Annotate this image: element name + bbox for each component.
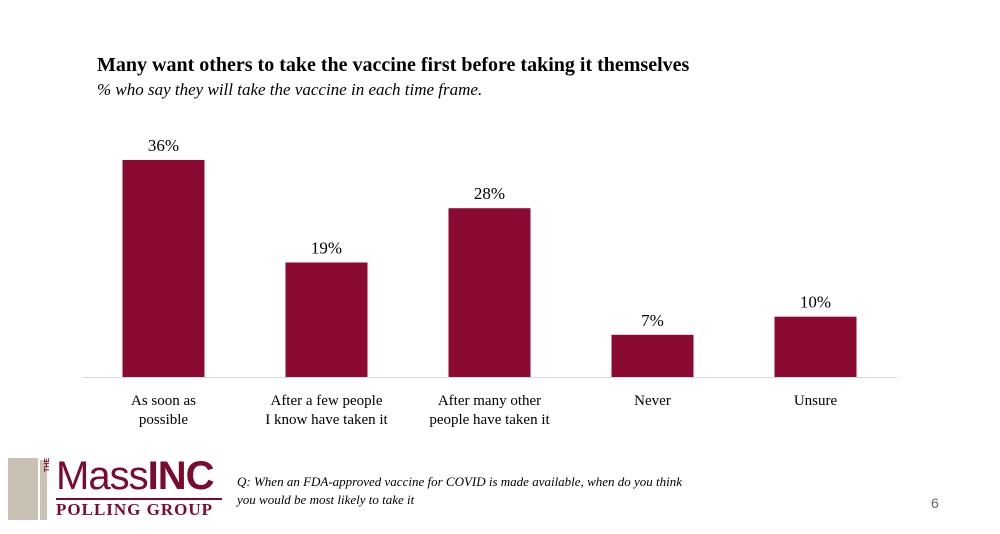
logo-rule (56, 498, 222, 500)
bar-2 (448, 208, 531, 377)
question-footnote: Q: When an FDA-approved vaccine for COVI… (237, 473, 757, 509)
category-label-1-1: I know have taken it (265, 412, 388, 428)
category-label-2-0: After many other (438, 393, 541, 409)
value-label-2: 28% (474, 184, 505, 203)
bar-4 (774, 316, 857, 377)
category-label-4-0: Unsure (794, 393, 838, 409)
bar-1 (285, 262, 368, 377)
chart-title: Many want others to take the vaccine fir… (97, 54, 690, 76)
value-label-3: 7% (641, 311, 664, 330)
logo-column-graphic-thin (40, 460, 47, 520)
logo-the-text: THE (44, 458, 51, 472)
logo-name-regular: Mass (56, 454, 149, 498)
massinc-logo: THE MassINC POLLING GROUP (8, 454, 226, 522)
logo-column-graphic (8, 458, 38, 520)
logo-name: MassINC (56, 454, 215, 499)
category-label-0-0: As soon as (131, 393, 196, 409)
logo-name-bold: INC (147, 454, 215, 498)
value-label-0: 36% (148, 136, 179, 155)
category-label-0-1: possible (139, 412, 189, 428)
footnote-line-1: Q: When an FDA-approved vaccine for COVI… (237, 474, 683, 489)
value-label-4: 10% (800, 293, 831, 312)
category-label-3-0: Never (634, 393, 671, 409)
footnote-line-2: you would be most likely to take it (237, 492, 415, 507)
page-number: 6 (931, 495, 939, 511)
bar-3 (611, 334, 694, 377)
chart-subtitle: % who say they will take the vaccine in … (97, 80, 483, 99)
bar-0 (122, 160, 205, 377)
category-label-1-0: After a few people (270, 393, 382, 409)
logo-subtitle: POLLING GROUP (56, 500, 214, 519)
value-label-1: 19% (311, 239, 342, 258)
category-label-2-1: people have taken it (429, 412, 550, 428)
